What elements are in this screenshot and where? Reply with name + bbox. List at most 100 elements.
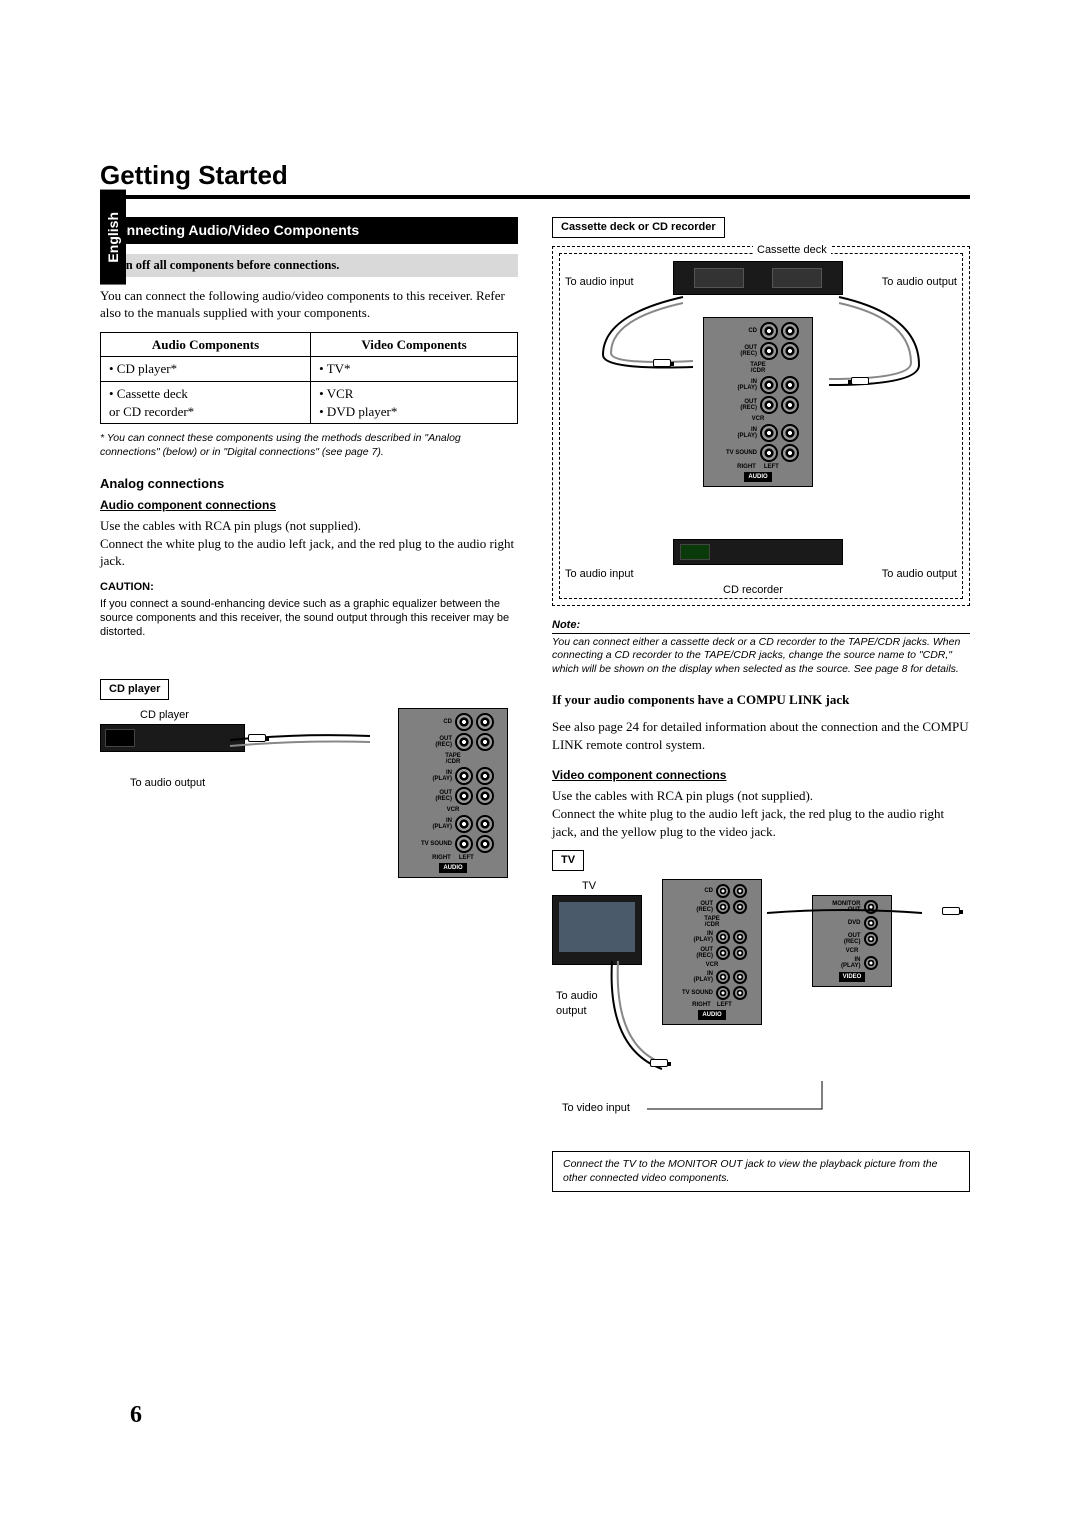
jack-label-cd: CD (412, 719, 452, 725)
table-cell: • CD player* (101, 357, 311, 382)
jack-label-inplay: IN (PLAY) (412, 770, 452, 782)
compulink-body: See also page 24 for detailed informatio… (552, 718, 970, 753)
jack-label: IN (PLAY) (717, 379, 757, 391)
jack-label: CD (677, 888, 713, 894)
cable-tv-audio (602, 959, 682, 1079)
audio-badge: AUDIO (439, 863, 466, 873)
table-footnote: * You can connect these components using… (100, 432, 518, 459)
compulink-heading: If your audio components have a COMPU LI… (552, 692, 849, 707)
device-tv (552, 895, 642, 965)
jack-label: IN (PLAY) (827, 957, 861, 969)
caution-body: If you connect a sound-enhancing device … (100, 597, 518, 640)
caption-audio-output: To audio output (130, 776, 205, 791)
caption-cd-player: CD player (140, 708, 189, 723)
jack-label-tvsound: TV SOUND (412, 841, 452, 847)
jack-label: TV SOUND (717, 450, 757, 456)
jack-label: IN (PLAY) (717, 427, 757, 439)
jack-label: IN (PLAY) (677, 931, 713, 943)
caption-to-audio-input-1: To audio input (565, 275, 634, 290)
jack-label: VCR (706, 962, 719, 968)
jack-label: RIGHT (692, 1002, 711, 1008)
page-title: Getting Started (100, 160, 970, 191)
note-body: You can connect either a cassette deck o… (552, 636, 970, 677)
jack-label: TAPE /CDR (750, 362, 766, 374)
jack-label: OUT (REC) (677, 901, 713, 913)
note-heading: Note: (552, 618, 970, 634)
jack-panel-cassette: CD OUT (REC) TAPE /CDR IN (PLAY) OUT (RE… (703, 317, 813, 487)
jack-label-tapecdr: TAPE /CDR (445, 753, 461, 765)
right-column: Cassette deck or CD recorder Cassette de… (552, 217, 970, 1192)
table-cell: • Cassette deck or CD recorder* (101, 381, 311, 423)
caption-cassette-deck: Cassette deck (753, 243, 831, 258)
caption-to-audio-output-2: To audio output (882, 567, 957, 582)
jack-label-vcr: VCR (447, 807, 460, 813)
rca-plug-icon (851, 377, 869, 385)
diagram-cd-player: CD player To audio output CD OUT (REC) T… (100, 708, 518, 938)
table-cell: • TV* (311, 357, 518, 382)
audio-conn-body: Use the cables with RCA pin plugs (not s… (100, 517, 518, 570)
warning-box: Turn off all components before connectio… (100, 254, 518, 277)
jack-label-outrec2: OUT (REC) (412, 790, 452, 802)
jack-label: LEFT (764, 464, 779, 470)
jack-label: VCR (752, 416, 765, 422)
jack-label: OUT (REC) (717, 399, 757, 411)
caution-heading: CAUTION: (100, 580, 518, 595)
rca-plug-icon (248, 734, 266, 742)
caption-tv: TV (582, 879, 596, 894)
jack-label: CD (717, 328, 757, 334)
callout-leader (642, 1079, 902, 1119)
heading-video-connections: Video component connections (552, 767, 970, 783)
jack-label-inplay2: IN (PLAY) (412, 818, 452, 830)
video-conn-body: Use the cables with RCA pin plugs (not s… (552, 787, 970, 840)
jack-panel-cd: CD OUT (REC) TAPE /CDR IN (PLAY) OUT (RE… (398, 708, 508, 878)
caption-to-audio-output-1: To audio output (882, 275, 957, 290)
diagram-tv: TV To audio output CD OUT (REC) TAPE /CD… (552, 879, 970, 1139)
table-header-video: Video Components (311, 332, 518, 357)
device-cd-recorder (673, 539, 843, 565)
left-column: Connecting Audio/Video Components Turn o… (100, 217, 518, 1192)
table-header-audio: Audio Components (101, 332, 311, 357)
language-tab: English (100, 190, 126, 285)
jack-label: LEFT (717, 1002, 732, 1008)
caption-cd-recorder: CD recorder (723, 583, 783, 598)
video-badge: VIDEO (839, 972, 866, 982)
title-rule (100, 195, 970, 199)
jack-label: RIGHT (737, 464, 756, 470)
jack-label: TAPE /CDR (704, 916, 720, 928)
components-table: Audio Components Video Components • CD p… (100, 332, 518, 424)
label-box-cassette: Cassette deck or CD recorder (552, 217, 725, 238)
caption-to-video-input: To video input (562, 1101, 630, 1116)
diagram-cassette: Cassette deck To audio input To audio ou… (552, 246, 970, 606)
jack-label: IN (PLAY) (677, 971, 713, 983)
heading-audio-connections: Audio component connections (100, 497, 518, 513)
intro-para: You can connect the following audio/vide… (100, 287, 518, 322)
jack-label: OUT (REC) (677, 947, 713, 959)
jack-label: OUT (REC) (717, 345, 757, 357)
cable-tv-video (762, 905, 932, 925)
rca-plug-icon (653, 359, 671, 367)
rca-plug-icon (650, 1059, 668, 1067)
device-cassette (673, 261, 843, 295)
jack-label-outrec: OUT (REC) (412, 736, 452, 748)
audio-badge: AUDIO (744, 472, 771, 482)
callout-box-monitor: Connect the TV to the MONITOR OUT jack t… (552, 1151, 970, 1192)
rca-plug-icon (942, 907, 960, 915)
cable-cd (220, 728, 380, 768)
jack-label-left: LEFT (459, 855, 474, 861)
heading-analog: Analog connections (100, 475, 518, 493)
jack-label: TV SOUND (677, 990, 713, 996)
caption-to-audio-output-tv: To audio output (556, 989, 598, 1019)
audio-badge: AUDIO (698, 1010, 725, 1020)
label-box-tv: TV (552, 850, 584, 871)
page-number: 6 (130, 1402, 142, 1429)
caption-to-audio-input-2: To audio input (565, 567, 634, 582)
two-column-layout: Connecting Audio/Video Components Turn o… (100, 217, 970, 1192)
jack-label-right: RIGHT (432, 855, 451, 861)
jack-label: VCR (846, 948, 859, 954)
cable-right-top (809, 295, 939, 395)
jack-label: OUT (REC) (827, 933, 861, 945)
table-cell: • VCR • DVD player* (311, 381, 518, 423)
label-box-cd-player: CD player (100, 679, 169, 700)
section-heading-connecting: Connecting Audio/Video Components (100, 217, 518, 244)
cable-left-top (583, 295, 713, 375)
